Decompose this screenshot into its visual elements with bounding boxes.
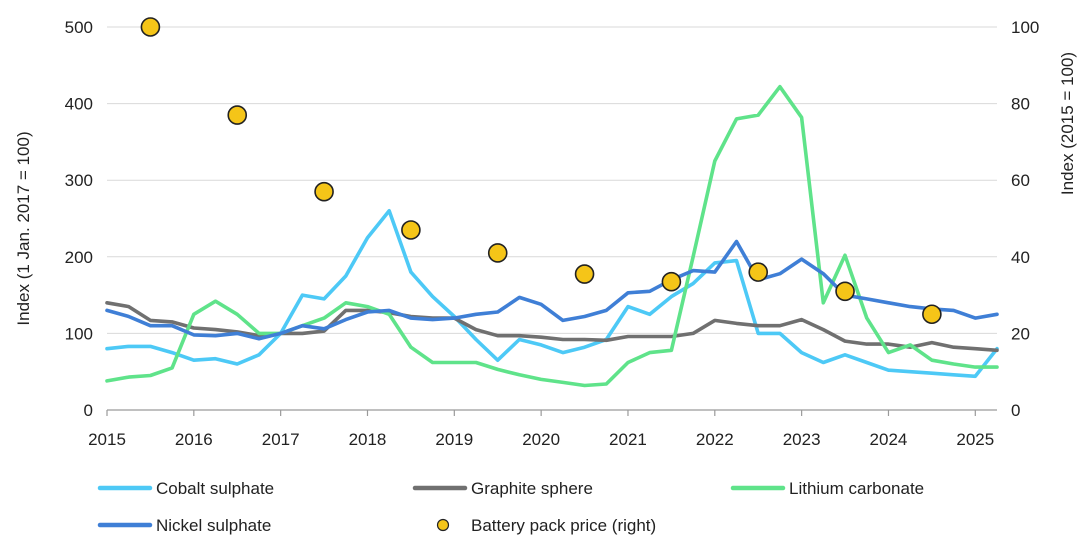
legend-label-nickel-sulphate: Nickel sulphate <box>156 516 271 535</box>
x-tick-label: 2021 <box>609 430 647 449</box>
battery-price-point <box>401 220 421 240</box>
y-axis-title-left: Index (1 Jan. 2017 = 100) <box>14 131 33 325</box>
x-tick-label: 2025 <box>956 430 994 449</box>
battery-price-point <box>140 17 161 37</box>
y-tick-label-right: 100 <box>1011 18 1039 37</box>
y-tick-label-left: 200 <box>65 248 93 267</box>
legend-label-graphite-sphere: Graphite sphere <box>471 479 593 498</box>
battery-price-point <box>227 105 248 125</box>
y-tick-label-right: 60 <box>1011 171 1030 190</box>
battery-price-point <box>487 243 508 263</box>
legend-label-battery-pack-price: Battery pack price (right) <box>471 516 656 535</box>
cobalt-sulphate-line <box>105 209 999 379</box>
battery-price-point <box>748 262 769 282</box>
y-tick-label-right: 40 <box>1011 248 1030 267</box>
x-tick-label: 2018 <box>349 430 387 449</box>
x-tick-label: 2017 <box>262 430 300 449</box>
battery-price-point <box>835 281 855 302</box>
battery-price-point <box>661 271 682 292</box>
axes: 0 100 200 300 400 500 0 20 40 60 80 100 2015 2016 2017… <box>14 18 1077 449</box>
legend: Cobalt sulphate Graphite sphere Lithium ca… <box>97 479 924 535</box>
x-tick-label: 2016 <box>175 430 213 449</box>
y-tick-label-left: 100 <box>65 324 93 343</box>
y-tick-label-left: 300 <box>65 171 93 190</box>
battery-price-point <box>922 304 942 325</box>
y-tick-label-right: 80 <box>1011 95 1030 114</box>
y-tick-label-right: 20 <box>1011 324 1030 343</box>
x-tick-label: 2023 <box>783 430 821 449</box>
nickel-sulphate-line <box>105 239 999 341</box>
y-tick-label-right: 0 <box>1011 401 1020 420</box>
x-tick-label: 2015 <box>88 430 126 449</box>
y-tick-label-left: 0 <box>84 401 93 420</box>
x-tick-label: 2024 <box>870 430 908 449</box>
y-tick-label-left: 400 <box>65 95 93 114</box>
x-tick-label: 2019 <box>435 430 473 449</box>
series-lines <box>105 84 999 388</box>
legend-label-cobalt-sulphate: Cobalt sulphate <box>156 479 274 498</box>
legend-label-lithium-carbonate: Lithium carbonate <box>789 479 924 498</box>
battery-price-point <box>574 264 595 284</box>
graphite-sphere-line <box>105 300 999 353</box>
lithium-carbonate-line <box>105 84 999 388</box>
x-tick-label: 2022 <box>696 430 734 449</box>
y-tick-label-left: 500 <box>65 18 93 37</box>
y-axis-title-right: Index (2015 = 100) <box>1058 52 1077 195</box>
battery-price-point <box>314 181 334 202</box>
x-tick-label: 2020 <box>522 430 560 449</box>
battery-points <box>140 17 942 325</box>
gridlines <box>107 26 997 334</box>
legend-swatch-battery-pack-price <box>436 518 450 532</box>
